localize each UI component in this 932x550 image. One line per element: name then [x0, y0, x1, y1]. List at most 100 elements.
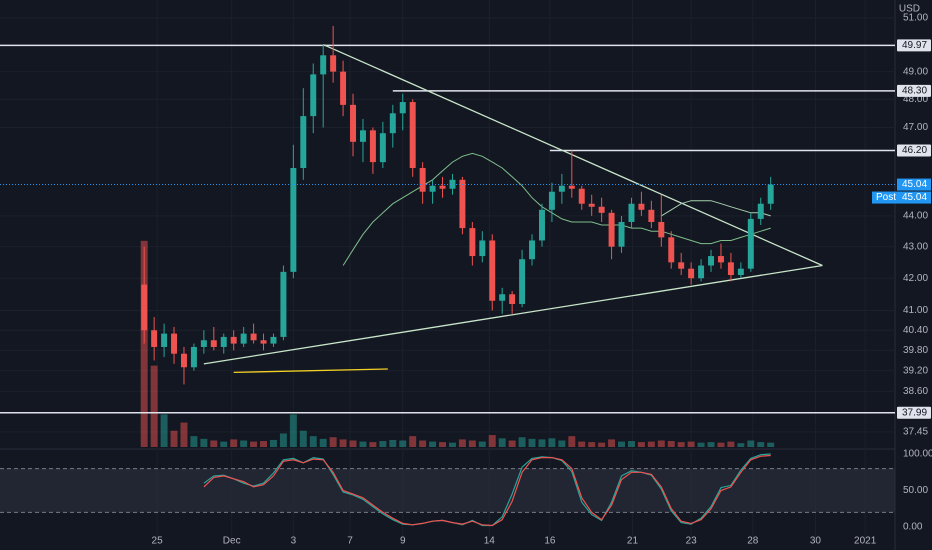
x-tick-label: 16 — [544, 536, 556, 547]
candle-body — [200, 340, 207, 347]
volume-bar — [667, 441, 675, 447]
volume-bar — [399, 440, 407, 447]
candle-body — [509, 294, 516, 304]
volume-bar — [409, 436, 417, 447]
y-tick-label: 39.80 — [903, 345, 928, 356]
trendline — [233, 368, 388, 374]
trendline — [203, 264, 823, 365]
volume-bar — [548, 438, 556, 447]
price-label-box — [897, 39, 931, 52]
volume-bar — [230, 439, 238, 447]
volume-bar — [468, 440, 476, 447]
candle-body — [180, 353, 187, 368]
y-tick-label: 43.00 — [903, 241, 928, 252]
candle-body — [260, 340, 267, 344]
x-tick-label: 14 — [484, 536, 496, 547]
volume-bar — [767, 442, 775, 447]
candle-body — [727, 262, 734, 276]
candle-body — [439, 185, 446, 189]
volume-bar — [618, 441, 626, 447]
x-tick-label: Dec — [223, 536, 241, 547]
volume-bar — [608, 439, 616, 447]
candle-body — [459, 179, 466, 229]
candle-body — [648, 209, 655, 222]
candle-body — [708, 256, 715, 266]
y-tick-label: 38.60 — [903, 386, 928, 397]
candle-body — [489, 240, 496, 301]
y-tick-label: 49.00 — [903, 66, 928, 77]
y-tick-label: 44.00 — [903, 211, 928, 222]
y-tick-label: 42.00 — [903, 273, 928, 284]
candle-body — [598, 206, 605, 213]
volume-bar — [647, 441, 655, 447]
candle-body — [220, 336, 227, 347]
candle-body — [449, 179, 456, 189]
candle-body — [658, 221, 665, 238]
post-name: Post — [876, 192, 896, 203]
x-tick-label: 28 — [747, 536, 759, 547]
volume-bar — [448, 442, 456, 447]
volume-bar — [588, 442, 596, 447]
candle-body — [737, 268, 744, 276]
volume-bar — [627, 441, 635, 447]
x-tick-label: 23 — [686, 536, 698, 547]
y-tick-label: 47.00 — [903, 122, 928, 133]
candle-body — [350, 104, 357, 142]
volume-bar — [737, 443, 745, 447]
candle-body — [290, 168, 297, 272]
volume-bar — [637, 442, 645, 447]
candle-body — [151, 330, 158, 347]
candle-body — [340, 71, 347, 105]
oscillator-band — [0, 468, 895, 513]
candle-body — [280, 271, 287, 337]
price-label-box — [897, 406, 931, 419]
price-label: 46.20 — [902, 145, 927, 156]
x-tick-label: 2021 — [854, 536, 877, 547]
volume-bar — [160, 414, 168, 447]
volume-bar — [250, 441, 258, 447]
volume-bar — [359, 441, 367, 447]
candle-body — [389, 113, 396, 134]
candle-body — [538, 209, 545, 241]
x-tick-label: 30 — [810, 536, 822, 547]
candle-body — [519, 259, 526, 304]
oscillator-tick-label: 50.00 — [903, 485, 928, 496]
candle-body — [668, 237, 675, 263]
volume-bar — [279, 433, 287, 447]
candle-body — [479, 240, 486, 257]
last-price-label: 45.04 — [902, 179, 927, 190]
candle-body — [369, 130, 376, 163]
candle-body — [757, 203, 764, 219]
candle-body — [141, 284, 148, 331]
oscillator-line — [203, 454, 771, 527]
y-tick-label: 51.00 — [903, 13, 928, 24]
price-label: 37.99 — [902, 407, 927, 418]
moving-average — [661, 200, 771, 217]
volume-bar — [170, 430, 178, 447]
y-tick-label: 39.20 — [903, 365, 928, 376]
volume-bar — [697, 442, 705, 447]
currency-label: USD — [899, 4, 920, 15]
volume-bar — [369, 442, 377, 447]
candle-body — [678, 262, 685, 269]
candle-body — [767, 184, 774, 204]
x-tick-label: 7 — [347, 536, 353, 547]
volume-bar — [568, 436, 576, 447]
volume-bar — [598, 442, 606, 447]
volume-bar — [329, 437, 337, 447]
candle-body — [419, 168, 426, 192]
volume-bar — [429, 441, 437, 447]
trendline — [322, 43, 823, 267]
candle-body — [161, 333, 168, 347]
volume-bar — [349, 440, 357, 447]
candle-body — [638, 203, 645, 210]
candle-body — [548, 191, 555, 210]
candle-body — [469, 228, 476, 257]
candle-body — [409, 102, 416, 169]
candle-body — [588, 203, 595, 207]
volume-bar — [677, 442, 685, 447]
volume-bar — [528, 438, 536, 447]
volume-bar — [518, 437, 526, 447]
